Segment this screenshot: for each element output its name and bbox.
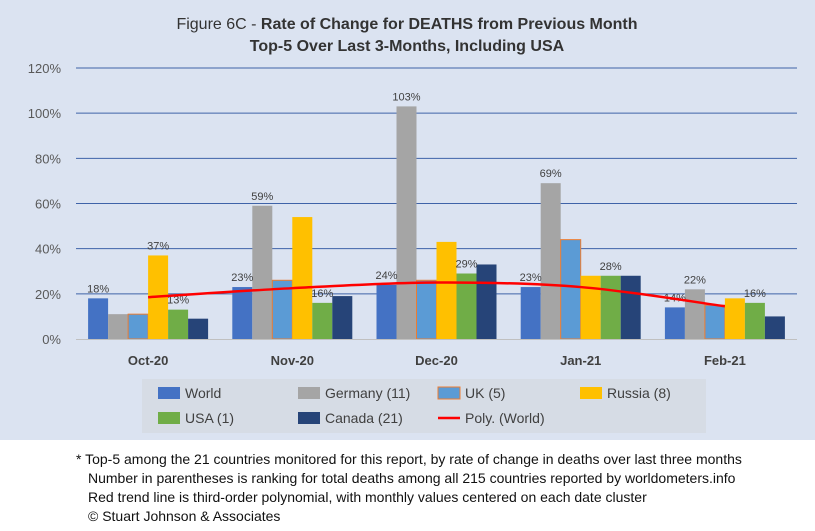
data-label: 16% <box>744 288 766 300</box>
legend-label: Poly. (World) <box>465 410 545 426</box>
y-tick-label: 40% <box>35 242 61 257</box>
data-label: 69% <box>540 168 562 180</box>
bar-germany <box>396 106 417 340</box>
bar-usa <box>600 275 621 339</box>
bar-canada <box>620 275 641 339</box>
data-label: 22% <box>684 274 706 286</box>
legend-swatch <box>580 387 602 399</box>
axis-layer: 0% 20% 40% 60% 80% 100% 120% Oct-20 Nov-20 Dec-20… <box>28 61 797 368</box>
bar-canada <box>476 264 497 339</box>
y-tick-label: 20% <box>35 287 61 302</box>
x-tick-label: Nov-20 <box>271 353 314 368</box>
bar-uk <box>704 304 726 340</box>
chart-title-prefix: Figure 6C - <box>176 16 260 33</box>
bar-world <box>88 298 109 339</box>
bar-germany <box>252 205 273 339</box>
data-label: 16% <box>311 288 333 300</box>
data-label: 18% <box>87 283 109 295</box>
y-tick-label: 0% <box>42 332 61 347</box>
chart-title: Figure 6C - Rate of Change for DEATHS fr… <box>176 16 637 33</box>
bar-usa <box>456 273 477 339</box>
footnote-line: © Stuart Johnson & Associates <box>88 508 281 524</box>
trendline-layer <box>148 281 726 308</box>
data-label: 28% <box>600 261 622 273</box>
y-tick-label: 80% <box>35 151 61 166</box>
legend-label: Germany (11) <box>325 385 410 401</box>
bar-uk <box>416 279 437 340</box>
bar-canada <box>332 296 353 339</box>
legend-label: Russia (8) <box>607 385 671 401</box>
legend-label: World <box>185 385 221 401</box>
bar-russia <box>292 217 313 339</box>
bar-uk <box>560 239 582 340</box>
chart-panel: Figure 6C - Rate of Change for DEATHS fr… <box>0 0 815 440</box>
data-label: 23% <box>231 272 253 284</box>
bar-usa <box>744 302 765 339</box>
data-label: 23% <box>520 272 542 284</box>
bar-germany <box>684 289 705 339</box>
legend-label: USA (1) <box>185 410 234 426</box>
legend-label: Canada (21) <box>325 410 403 426</box>
bar-usa <box>312 302 333 339</box>
legend-label: UK (5) <box>465 385 505 401</box>
footnotes: * Top-5 among the 21 countries monitored… <box>0 446 815 531</box>
x-tick-label: Dec-20 <box>415 353 458 368</box>
data-label: 13% <box>167 295 189 307</box>
x-tick-label: Feb-21 <box>704 353 746 368</box>
bar-russia <box>724 298 745 339</box>
legend-swatch <box>437 386 461 400</box>
data-label: 103% <box>392 91 420 103</box>
bar-world <box>376 284 397 339</box>
trendline-world <box>148 281 726 308</box>
bar-germany <box>108 314 129 339</box>
legend-swatch <box>298 412 320 424</box>
chart-title-main: Rate of Change for DEATHS from Previous … <box>261 16 638 33</box>
bar-canada <box>764 316 785 339</box>
legend-swatch <box>158 412 180 424</box>
data-label: 37% <box>147 240 169 252</box>
footnote-line: * Top-5 among the 21 countries monitored… <box>76 451 742 467</box>
chart-subtitle: Top-5 Over Last 3-Months, Including USA <box>250 38 565 55</box>
legend-swatch <box>298 387 320 399</box>
chart: Figure 6C - Rate of Change for DEATHS fr… <box>28 16 797 433</box>
x-tick-label: Oct-20 <box>128 353 168 368</box>
bar-russia <box>436 241 457 339</box>
bar-world <box>664 307 685 339</box>
legend-swatch <box>158 387 180 399</box>
legend-box <box>142 379 706 433</box>
grid-layer <box>76 67 797 295</box>
legend: World Germany (11) UK (5) Russia (8) USA (1)… <box>142 379 706 433</box>
data-labels-layer: 18%23% 24% 23%14%59%103%69%22%37%13%16%29%… <box>87 91 766 306</box>
bar-uk <box>127 313 149 340</box>
bar-world <box>520 287 541 339</box>
footnote-line: Number in parentheses is ranking for tot… <box>88 470 736 486</box>
data-label: 24% <box>375 270 397 282</box>
y-tick-label: 120% <box>28 61 62 76</box>
bar-usa <box>168 309 189 339</box>
bar-germany <box>540 183 561 339</box>
data-label: 59% <box>251 191 273 203</box>
data-label: 29% <box>455 259 477 271</box>
bar-canada <box>188 318 209 339</box>
y-tick-label: 60% <box>35 197 61 212</box>
bar-world <box>232 287 253 339</box>
footnote-line: Red trend line is third-order polynomial… <box>88 489 647 505</box>
bar-russia <box>580 275 601 339</box>
x-tick-label: Jan-21 <box>560 353 601 368</box>
y-tick-label: 100% <box>28 106 62 121</box>
